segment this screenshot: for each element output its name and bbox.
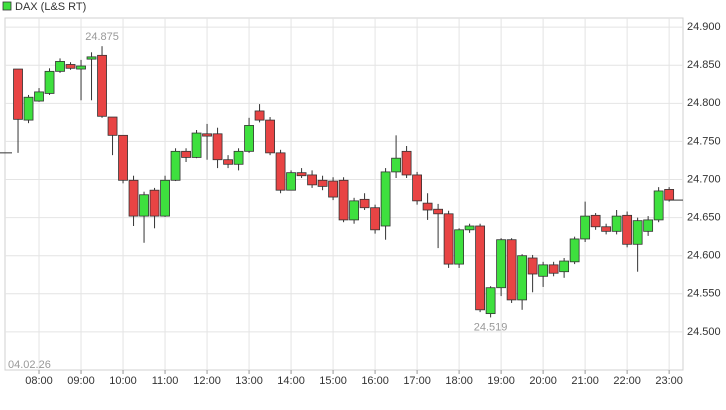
y-tick-label: 24.600: [687, 250, 721, 262]
candle-body: [632, 220, 643, 245]
candle-body: [401, 150, 412, 176]
candle-body: [233, 150, 244, 165]
candle-body: [86, 56, 97, 60]
candle-body: [286, 172, 296, 191]
x-tick-label: 11:00: [152, 375, 179, 387]
candle-body: [223, 159, 233, 165]
candle-body: [590, 214, 601, 228]
x-tick-label: 12:00: [193, 375, 221, 387]
candle-body: [338, 179, 349, 221]
candle-body: [191, 132, 202, 158]
y-tick-label: 24.700: [687, 173, 721, 185]
candle-body: [44, 70, 55, 94]
candle-body: [517, 255, 528, 301]
candle-body: [160, 179, 170, 217]
y-tick-label: 24.550: [687, 288, 721, 300]
candle-body: [328, 180, 338, 198]
candle-body: [118, 134, 128, 181]
x-tick-label: 17:00: [403, 375, 431, 387]
x-tick-label: 09:00: [67, 375, 95, 387]
candle-body: [13, 68, 23, 120]
candle-body: [464, 225, 475, 231]
candle-body: [433, 208, 443, 215]
candle-body: [244, 125, 254, 152]
candle-body: [212, 133, 223, 161]
candle-body: [443, 213, 454, 265]
candle-body: [601, 226, 612, 232]
candle-body: [391, 157, 401, 173]
candle-body: [254, 110, 265, 121]
candle-body: [548, 264, 559, 274]
candle-body: [664, 189, 675, 201]
y-tick-label: 24.500: [687, 326, 721, 338]
candle-body: [380, 171, 391, 227]
candle-body: [569, 238, 580, 263]
x-tick-label: 15:00: [319, 375, 347, 387]
candle-body: [23, 96, 34, 121]
candle-body: [296, 172, 307, 177]
candle-body: [307, 174, 317, 186]
legend-swatch: [2, 1, 12, 11]
candle-body: [128, 179, 139, 217]
candle-body: [34, 91, 44, 102]
date-label: 04.02.26: [8, 359, 51, 371]
candle-body: [202, 133, 212, 137]
candle-body: [643, 219, 654, 232]
candle-body: [55, 61, 65, 72]
candle-body: [170, 150, 181, 181]
y-tick-label: 24.850: [687, 59, 721, 71]
candle-body: [485, 287, 496, 315]
candle-body: [76, 65, 86, 70]
candle-body: [527, 257, 538, 275]
y-tick-label: 24.650: [687, 212, 721, 224]
candle-body: [65, 64, 76, 69]
y-tick-label: 24.900: [687, 21, 721, 33]
candle-body: [359, 198, 370, 209]
x-tick-label: 14:00: [277, 375, 305, 387]
candle-body: [496, 239, 507, 289]
candle-body: [349, 200, 359, 221]
candle-body: [265, 119, 275, 154]
candle-body: [653, 190, 664, 221]
x-tick-label: 20:00: [529, 375, 557, 387]
x-tick-label: 21:00: [571, 375, 599, 387]
x-tick-label: 10:00: [109, 375, 137, 387]
candle-body: [559, 260, 570, 273]
x-tick-label: 22:00: [613, 375, 641, 387]
x-tick-label: 23:00: [655, 375, 683, 387]
candle-body: [422, 202, 433, 211]
candle-body: [139, 194, 149, 217]
candle-body: [475, 225, 486, 311]
candle-body: [412, 174, 422, 202]
candle-body: [149, 189, 160, 217]
x-tick-label: 19:00: [487, 375, 515, 387]
candle-body: [317, 179, 328, 187]
candle-body: [580, 215, 591, 240]
candle-body: [107, 116, 118, 136]
candle-body: [454, 229, 465, 265]
candle-body: [611, 215, 622, 232]
x-tick-label: 16:00: [361, 375, 389, 387]
low-annotation: 24.519: [474, 321, 508, 333]
x-tick-label: 18:00: [445, 375, 473, 387]
legend-label: DAX (L&S RT): [15, 1, 86, 13]
candle-body: [181, 150, 191, 158]
y-tick-label: 24.750: [687, 135, 721, 147]
candle-body: [506, 239, 517, 301]
candle-body: [538, 264, 549, 277]
candle-body: [275, 152, 286, 191]
x-tick-label: 08:00: [25, 375, 53, 387]
x-tick-label: 13:00: [235, 375, 263, 387]
y-tick-label: 24.800: [687, 97, 721, 109]
candle-body: [97, 54, 107, 117]
candle-body: [622, 214, 633, 245]
marks: [0, 46, 683, 318]
high-annotation: 24.875: [85, 31, 119, 43]
candle-body: [370, 207, 380, 231]
